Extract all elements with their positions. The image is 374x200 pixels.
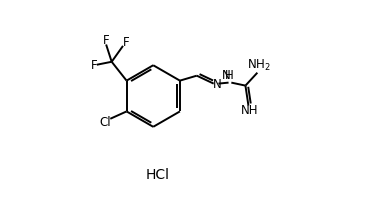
Text: N: N bbox=[222, 69, 231, 82]
Text: N: N bbox=[212, 78, 221, 91]
Text: Cl: Cl bbox=[100, 116, 111, 129]
Text: F: F bbox=[123, 36, 130, 49]
Text: HCl: HCl bbox=[145, 168, 169, 182]
Text: NH: NH bbox=[240, 104, 258, 117]
Text: F: F bbox=[103, 34, 110, 47]
Text: H: H bbox=[225, 69, 233, 82]
Text: NH$_2$: NH$_2$ bbox=[248, 58, 271, 73]
Text: F: F bbox=[91, 59, 98, 72]
